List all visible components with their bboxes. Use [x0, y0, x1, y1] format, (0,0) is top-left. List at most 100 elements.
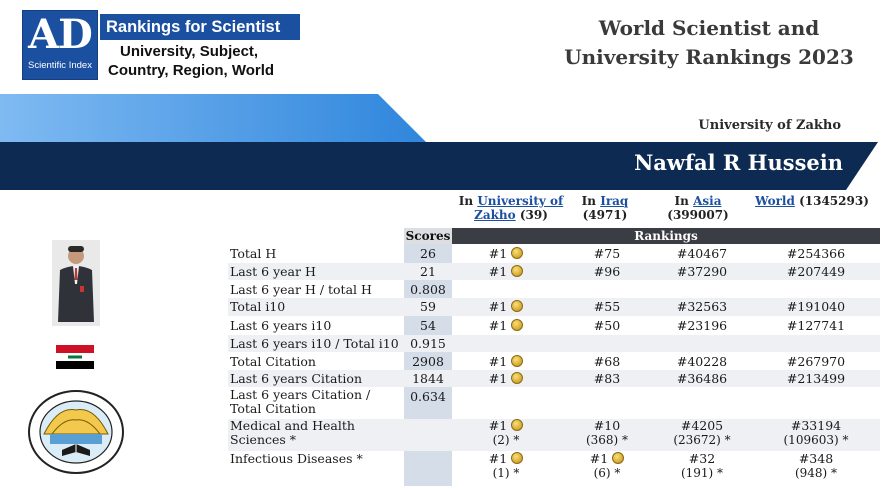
rank-university: #1 [458, 300, 554, 314]
rank-world: #191040 [786, 299, 846, 314]
rank-world: #254366 [786, 246, 846, 261]
column-university: In University of Zakho (39) [458, 194, 564, 222]
subject-label[interactable]: Medical and Health Sciences * [230, 418, 355, 447]
rank-region: #40228 [676, 354, 728, 369]
subject-row: Medical and Health Sciences * #1 (2) * #10(… [228, 419, 880, 451]
score-value: 0.915 [410, 336, 446, 351]
rank-world: #127741 [786, 318, 846, 333]
subject-rank-world: #33194 (109603) * [756, 419, 876, 448]
rank-university: #1 [458, 372, 554, 386]
subject-rank-total: (6) * [593, 466, 621, 480]
institution-name[interactable]: University of Zakho [698, 118, 841, 133]
table-row: Last 6 year H / total H 0.808 [228, 281, 880, 298]
subject-rank-total: (1) * [492, 466, 520, 480]
rank-country: #96 [593, 264, 621, 279]
table-row: Last 6 years Citation / Total Citation 0.… [228, 388, 880, 419]
world-link[interactable]: World [755, 194, 795, 208]
column-country: In Iraq (4971) [581, 194, 629, 222]
rank-region: #40467 [676, 246, 728, 261]
rank-world: #267970 [786, 354, 846, 369]
score-value: 21 [420, 264, 436, 279]
rank-university: #1 [458, 355, 554, 369]
gold-medal-icon [511, 265, 524, 277]
report-title-line-1: World Scientist and [598, 16, 820, 40]
logo-letters: AD [28, 11, 93, 58]
subject-rank-region: #4205 (23672) * [652, 419, 752, 448]
rank-country: #68 [593, 354, 621, 369]
subject-rank-total: (109603) * [783, 433, 849, 447]
gold-medal-icon [511, 419, 524, 431]
column-region: In Asia (399007) [667, 194, 729, 222]
banner-light-stripe [0, 94, 426, 142]
table-row: Last 6 year H 21 #1 #96 #37290 #207449 [228, 263, 880, 280]
rank-world: #213499 [786, 371, 846, 386]
subject-label[interactable]: Infectious Diseases * [230, 451, 363, 466]
country-link[interactable]: Iraq [600, 194, 629, 208]
scientist-photo[interactable] [52, 240, 100, 326]
adscientific-logo[interactable]: AD Scientific Index [22, 10, 98, 80]
rank-university: #1 [458, 265, 554, 279]
table-row: Total Citation 2908 #1 #68 #40228 #267970 [228, 353, 880, 370]
rank-country: #55 [593, 299, 621, 314]
subject-rank-total: (948) * [794, 466, 838, 480]
metric-label: Last 6 years Citation / Total Citation [230, 387, 371, 416]
subject-rank-country: #10 (368) * [562, 419, 652, 448]
metric-label: Last 6 years i10 [230, 318, 332, 333]
rank-region: #36486 [676, 371, 728, 386]
university-link[interactable]: University of Zakho [474, 194, 564, 222]
brand-title: Rankings for Scientist [100, 14, 300, 40]
metric-label: Last 6 year H [230, 264, 316, 279]
score-value: 2908 [412, 354, 444, 369]
scores-header: Scores [404, 228, 452, 244]
subject-row: Infectious Diseases * #1 (1) * #1 (6) * #32 (1… [228, 452, 880, 484]
table-row: Total H 26 #1 #75 #40467 #254366 [228, 245, 880, 262]
score-value: 0.808 [410, 282, 446, 297]
table-row: Last 6 years i10 54 #1 #50 #23196 #127741 [228, 317, 880, 334]
rank-world: #207449 [786, 264, 846, 279]
gold-medal-icon [511, 247, 524, 259]
score-value: 59 [420, 299, 436, 314]
gold-medal-icon [612, 452, 625, 464]
rank-university: #1 [458, 319, 554, 333]
table-row: Last 6 years Citation 1844 #1 #83 #36486 #213… [228, 370, 880, 387]
scientist-name: Nawfal R Hussein [634, 150, 843, 175]
iraq-flag-icon [56, 345, 94, 369]
report-title: World Scientist and University Rankings … [559, 14, 859, 72]
rank-region: #32563 [676, 299, 728, 314]
gold-medal-icon [511, 319, 524, 331]
metric-label: Total i10 [230, 299, 286, 314]
subject-rank-world: #348 (948) * [756, 452, 876, 481]
score-value: 1844 [412, 371, 444, 386]
score-value: 54 [420, 318, 436, 333]
gold-medal-icon [511, 372, 524, 384]
gold-medal-icon [511, 355, 524, 367]
rank-region: #23196 [676, 318, 728, 333]
metric-label: Total H [230, 246, 277, 261]
metric-label: Last 6 year H / total H [230, 282, 372, 297]
subject-rank-total: (2) * [492, 433, 520, 447]
university-seal-icon [28, 390, 124, 474]
rankings-header-bar [404, 228, 880, 244]
rank-university: #1 [458, 247, 554, 261]
brand-tagline: University, Subject, Country, Region, Wo… [108, 42, 308, 80]
metric-label: Last 6 years i10 / Total i10 [230, 336, 399, 351]
region-link[interactable]: Asia [693, 194, 722, 208]
column-world: World (1345293) [755, 194, 869, 208]
rank-region: #37290 [676, 264, 728, 279]
rank-country: #83 [593, 371, 621, 386]
score-value: 0.634 [410, 389, 446, 404]
subject-rank-university: #1 (2) * [458, 419, 554, 447]
gold-medal-icon [511, 300, 524, 312]
banner-dark-stripe [0, 142, 878, 190]
subject-rank-total: (368) * [585, 433, 629, 447]
subject-rank-total: (23672) * [673, 433, 731, 447]
rankings-header: Rankings [634, 229, 698, 243]
logo-subtitle: Scientific Index [28, 60, 92, 71]
tagline-line-1: University, Subject, [120, 43, 259, 60]
metric-label: Total Citation [230, 354, 316, 369]
table-row: Last 6 years i10 / Total i10 0.915 [228, 335, 880, 352]
rank-country: #50 [593, 318, 621, 333]
subject-rank-university: #1 (1) * [458, 452, 554, 480]
metric-label: Last 6 years Citation [230, 371, 363, 386]
score-value: 26 [420, 246, 436, 261]
